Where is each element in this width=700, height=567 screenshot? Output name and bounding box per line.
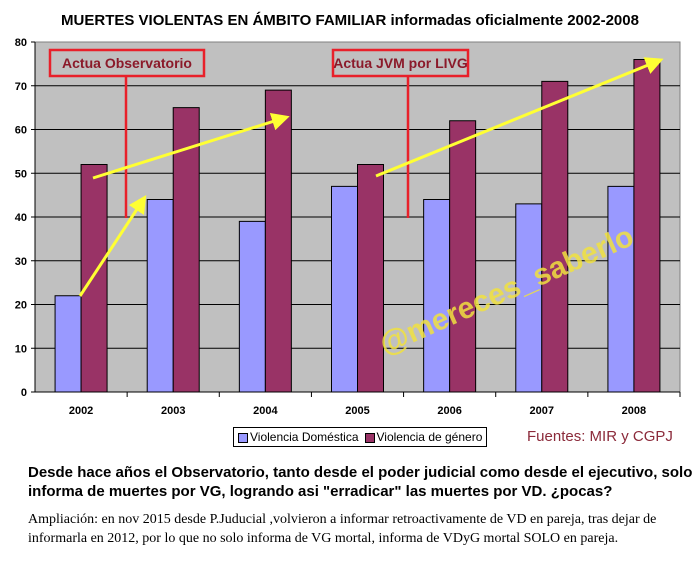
annotation-label: Actua JVM por LIVG [333,55,468,71]
y-tick-label: 50 [15,168,27,180]
source-note: Fuentes: MIR y CGPJ [527,428,673,445]
trend-arrow [375,57,664,178]
bar-vd-2004 [238,220,266,393]
bar-vd-2002 [54,295,82,393]
trend-arrow [78,194,147,297]
main-note: Desde hace años el Observatorio, tanto d… [28,464,693,500]
annotation-box [331,48,470,78]
y-tick-label: 10 [15,343,27,355]
legend-swatch-vd [238,432,248,443]
y-tick-label: 0 [21,387,27,399]
bar-vg-2004 [264,89,292,393]
trend-arrow [92,113,290,180]
bar-vg-2007 [541,80,569,393]
x-tick-label: 2008 [622,405,646,417]
bar-vg-2003 [172,107,200,393]
legend-label-vd: Violencia Doméstica [250,430,359,444]
y-tick-label: 60 [15,125,27,137]
y-tick-label: 30 [15,256,27,268]
legend-item-vd: Violencia Doméstica [238,430,359,444]
x-tick-label: 2006 [437,405,461,417]
legend-label-vg: Violencia de género [376,430,483,444]
legend-item-vg: Violencia de género [364,430,483,444]
legend: Violencia Doméstica Violencia de género [233,427,488,447]
x-tick-label: 2002 [69,405,93,417]
bar-vd-2008 [607,185,635,393]
bar-vd-2006 [423,199,451,393]
extension-note: Ampliación: en nov 2015 desde P.Juducial… [28,512,657,546]
bar-chart: 0 10 20 30 40 50 60 70 80 2002 2003 2004 2005 2006 200… [15,37,681,417]
y-tick-label: 40 [15,212,27,224]
bar-vd-2003 [146,199,174,393]
x-tick-label: 2003 [161,405,185,417]
chart-title: MUERTES VIOLENTAS EN ÁMBITO FAMILIAR inf… [61,12,639,29]
bar-vd-2005 [331,185,358,393]
y-tick-label: 70 [15,81,27,93]
bar-vg-2006 [449,120,477,393]
bar-vg-2005 [357,164,384,393]
bar-vg-2008 [633,59,661,393]
annotation-box [48,48,206,78]
x-tick-label: 2004 [253,405,278,417]
legend-swatch-vg [364,432,375,443]
y-tick-label: 20 [15,300,27,312]
bar-vg-2002 [80,164,108,393]
x-tick-label: 2007 [530,405,554,417]
y-tick-label: 80 [15,37,27,49]
annotation-label: Actua Observatorio [62,55,192,71]
x-tick-label: 2005 [345,405,369,417]
